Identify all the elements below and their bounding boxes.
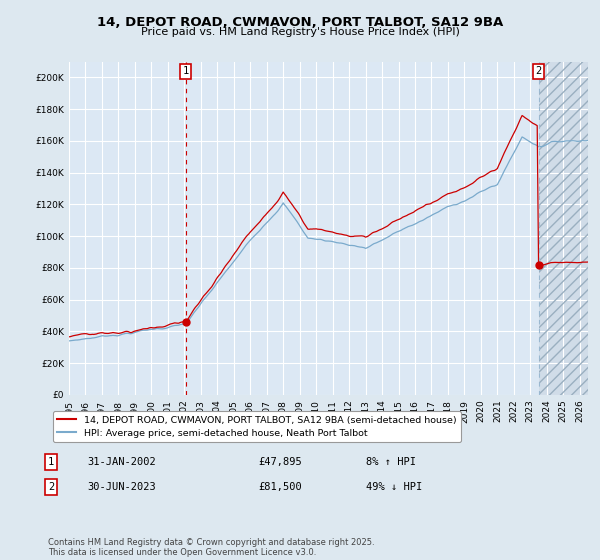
Text: 1: 1 — [48, 457, 54, 467]
Text: 2: 2 — [535, 67, 542, 76]
Text: 1: 1 — [182, 67, 189, 76]
Text: £47,895: £47,895 — [258, 457, 302, 467]
Bar — [539, 62, 588, 395]
Text: Contains HM Land Registry data © Crown copyright and database right 2025.
This d: Contains HM Land Registry data © Crown c… — [48, 538, 374, 557]
Text: 14, DEPOT ROAD, CWMAVON, PORT TALBOT, SA12 9BA: 14, DEPOT ROAD, CWMAVON, PORT TALBOT, SA… — [97, 16, 503, 29]
Text: 30-JUN-2023: 30-JUN-2023 — [87, 482, 156, 492]
Text: Price paid vs. HM Land Registry's House Price Index (HPI): Price paid vs. HM Land Registry's House … — [140, 27, 460, 37]
Legend: 14, DEPOT ROAD, CWMAVON, PORT TALBOT, SA12 9BA (semi-detached house), HPI: Avera: 14, DEPOT ROAD, CWMAVON, PORT TALBOT, SA… — [53, 410, 461, 442]
Bar — [539, 62, 588, 395]
Text: £81,500: £81,500 — [258, 482, 302, 492]
Text: 31-JAN-2002: 31-JAN-2002 — [87, 457, 156, 467]
Text: 8% ↑ HPI: 8% ↑ HPI — [366, 457, 416, 467]
Text: 2: 2 — [48, 482, 54, 492]
Text: 49% ↓ HPI: 49% ↓ HPI — [366, 482, 422, 492]
